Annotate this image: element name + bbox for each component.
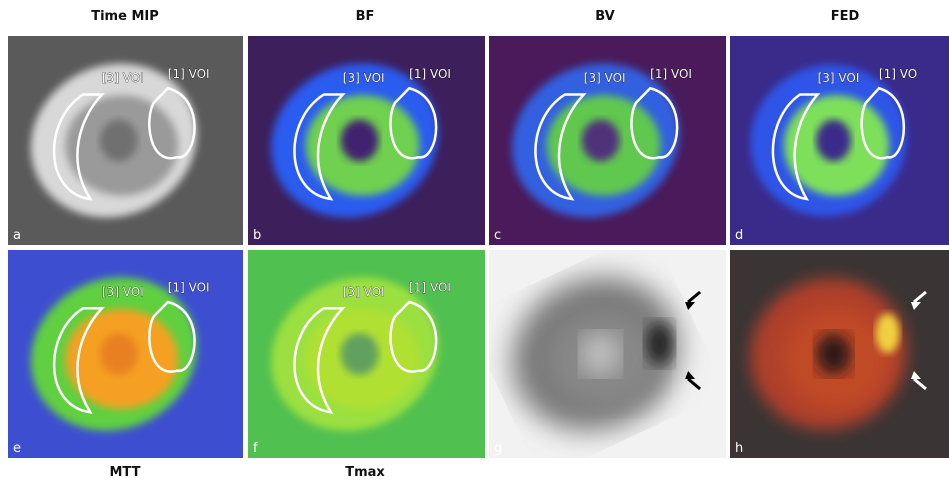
voi-label: [1] VOI [409,67,451,81]
image-panel: [3] VOI [1] VO d [730,36,949,245]
voi-label: [3] VOI [102,71,144,85]
kidney-core [340,333,379,375]
voi-outline [148,300,196,373]
image-panel: [3] VOI [1] VOI e [8,250,243,458]
voi-label: [1] VOI [168,281,210,295]
voi-outline [389,300,438,373]
image-panel: [3] VOI [1] VOI a [8,36,243,245]
arrowhead [685,370,696,379]
voi-outline [148,86,196,160]
kidney-core [99,119,138,162]
voi-outline [771,93,821,201]
image-panel: h [730,250,949,458]
panel-letter: f [253,441,258,456]
arrow [912,290,927,304]
voi-outline [293,93,346,201]
panel-letter: b [253,228,261,243]
voi-outline [630,86,679,160]
arrowhead [685,302,696,310]
voi-label: [3] VOI [818,71,860,85]
panel-heading: BV [595,9,614,24]
kidney-core [816,119,852,162]
voi-label: [1] VO [879,67,917,81]
hotspot [875,313,900,354]
panel-heading: BF [356,9,375,24]
voi-label: [3] VOI [102,285,144,299]
hotspot [645,321,674,366]
voi-outline [52,306,105,414]
panel-letter: a [13,228,21,243]
arrow [687,377,702,391]
voi-outline [293,306,346,414]
panel-letter: e [13,441,21,456]
kidney-core [581,333,620,375]
voi-outline [534,93,587,201]
image-panel: [3] VOI [1] VOI b [248,36,485,245]
panel-caption: Tmax [345,465,385,480]
panel-letter: c [494,228,501,243]
arrow [687,290,702,304]
panel-heading: FED [831,9,860,24]
voi-outline [860,86,905,160]
arrowhead [910,370,921,379]
arrow [912,377,927,391]
kidney-core [816,333,852,375]
voi-outline [389,86,438,160]
panel-letter: g [494,441,502,456]
kidney-core [340,119,379,162]
kidney-core [99,333,138,375]
image-panel: [3] VOI [1] VOI c [489,36,726,245]
panel-letter: d [735,228,743,243]
voi-label: [3] VOI [343,71,385,85]
voi-label: [3] VOI [343,285,385,299]
panel-caption: MTT [110,465,141,480]
voi-label: [1] VOI [650,67,692,81]
image-panel: g [489,250,726,458]
voi-label: [1] VOI [409,281,451,295]
voi-label: [1] VOI [168,67,210,81]
arrowhead [910,302,921,310]
panel-heading: Time MIP [91,9,159,24]
panel-letter: h [735,441,743,456]
voi-label: [3] VOI [584,71,626,85]
kidney-core [581,119,620,162]
image-panel: [3] VOI [1] VOI f [248,250,485,458]
voi-outline [52,93,105,201]
